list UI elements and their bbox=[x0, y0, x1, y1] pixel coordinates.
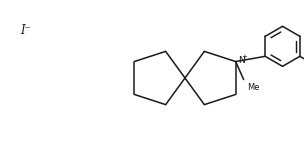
Text: I⁻: I⁻ bbox=[20, 24, 31, 36]
Text: +: + bbox=[242, 54, 247, 60]
Text: Me: Me bbox=[247, 83, 259, 92]
Text: N: N bbox=[238, 56, 244, 65]
